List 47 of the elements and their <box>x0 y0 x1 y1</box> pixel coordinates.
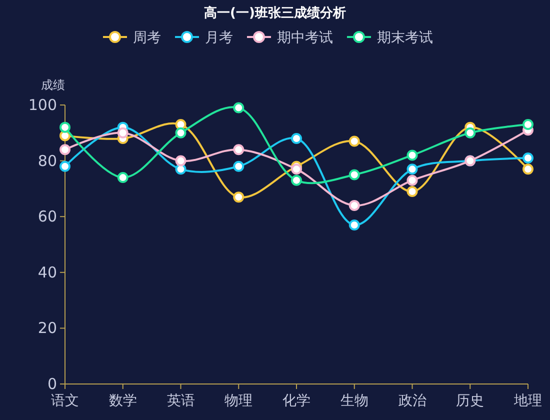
x-tick-label: 生物 <box>340 393 368 409</box>
point <box>291 164 302 175</box>
x-tick-label: 政治 <box>398 393 426 409</box>
point <box>522 164 534 175</box>
point <box>117 172 128 184</box>
point <box>348 200 360 211</box>
point <box>175 155 186 166</box>
point <box>60 122 70 133</box>
legend-label: 月考 <box>205 30 233 46</box>
point <box>233 160 244 172</box>
point <box>233 102 244 114</box>
chart-title: 高一(一)班张三成绩分析 <box>204 5 346 21</box>
point <box>233 192 244 203</box>
y-tick-label: 60 <box>38 208 57 226</box>
point <box>348 219 360 230</box>
point <box>406 150 418 161</box>
legend-label: 期末考试 <box>377 30 433 46</box>
x-tick-label: 地理 <box>513 393 542 409</box>
point <box>522 152 534 164</box>
point <box>348 169 360 180</box>
y-axis-title: 成绩 <box>41 78 65 92</box>
point <box>291 174 302 186</box>
legend-label: 期中考试 <box>277 30 333 46</box>
point <box>406 164 418 175</box>
point <box>464 127 476 138</box>
x-tick-label: 物理 <box>224 393 253 409</box>
x-tick-label: 语文 <box>51 393 79 409</box>
x-tick-label: 英语 <box>166 393 195 409</box>
point <box>60 160 70 172</box>
legend-label: 周考 <box>133 30 161 46</box>
y-tick-label: 40 <box>38 263 57 282</box>
point <box>291 132 302 144</box>
point <box>233 144 244 156</box>
point <box>117 127 128 138</box>
x-tick-label: 历史 <box>456 393 484 409</box>
point <box>175 127 186 138</box>
point <box>522 119 534 130</box>
point <box>348 136 360 147</box>
point <box>406 186 418 197</box>
x-tick-label: 数学 <box>108 393 137 409</box>
y-tick-label: 0 <box>47 375 57 393</box>
x-tick-label: 化学 <box>282 393 310 409</box>
point <box>60 144 70 156</box>
point <box>406 174 418 186</box>
y-tick-label: 20 <box>38 319 57 338</box>
y-tick-label: 80 <box>38 152 57 170</box>
y-tick-label: 100 <box>28 96 57 114</box>
